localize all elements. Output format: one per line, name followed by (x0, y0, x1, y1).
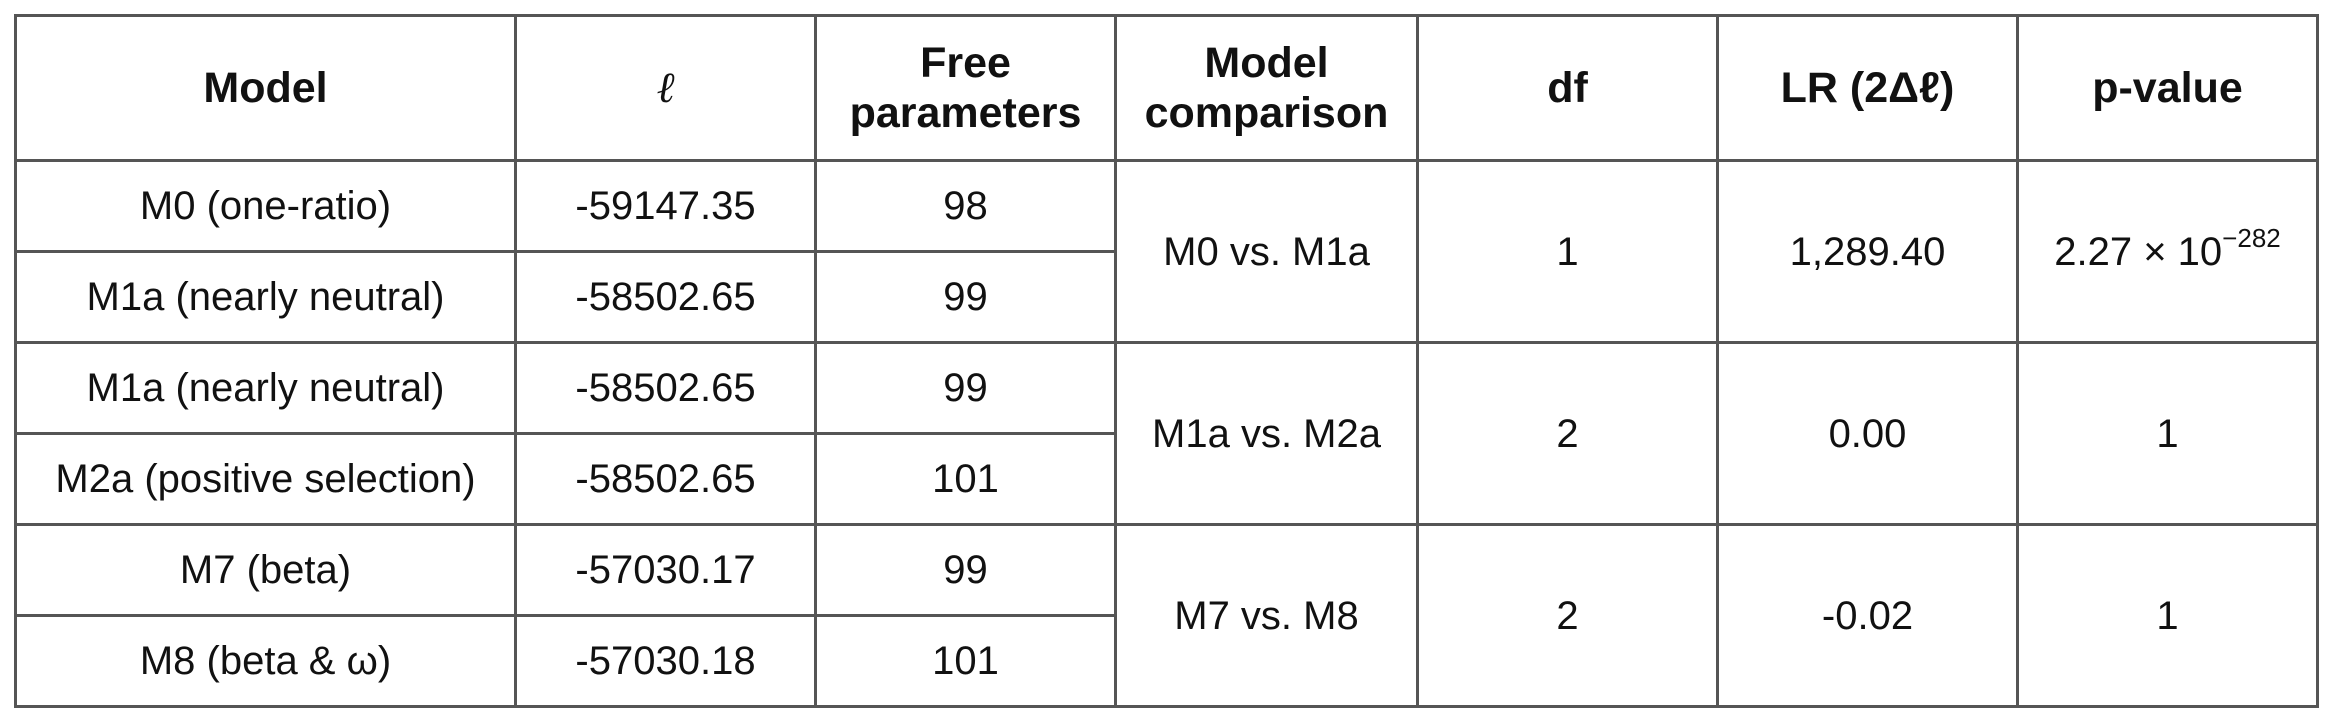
table-row: M7 (beta) -57030.17 99 M7 vs. M8 2 -0.02… (14, 523, 2319, 708)
header-row: Model ℓ Free parameters Model comparison… (14, 14, 2319, 162)
p-value-mantissa: 2.27 × 10 (2054, 229, 2223, 274)
model-cell: M0 (one-ratio) (14, 159, 517, 253)
model-cell: M1a (nearly neutral) (14, 341, 517, 435)
lr-cell: 0.00 (1716, 341, 2019, 526)
loglik-cell: -57030.17 (514, 523, 817, 617)
table-row: M1a (nearly neutral) -58502.65 99 M1a vs… (14, 341, 2319, 526)
header-df: df (1416, 14, 1719, 162)
table-row: M1a (nearly neutral) -58502.65 99 (14, 250, 2318, 344)
header-model: Model (14, 14, 517, 162)
loglik-cell: -58502.65 (514, 250, 817, 344)
header-free-parameters-line-2: parameters (849, 89, 1082, 137)
loglik-cell: -58502.65 (514, 341, 817, 435)
lr-cell: 1,289.40 (1716, 159, 2019, 344)
loglik-cell: -57030.18 (514, 614, 817, 708)
loglik-cell: -58502.65 (514, 432, 817, 526)
params-cell: 98 (814, 159, 1117, 253)
df-cell: 2 (1416, 523, 1719, 708)
header-loglik-label: ℓ (656, 63, 675, 113)
lr-cell: -0.02 (1716, 523, 2019, 708)
model-cell: M2a (positive selection) (14, 432, 517, 526)
p-value-cell: 1 (2016, 341, 2319, 526)
header-model-comparison-line-1: Model (1204, 39, 1329, 87)
p-value-cell: 2.27 × 10−282 (2016, 159, 2319, 344)
table-row: M2a (positive selection) -58502.65 101 (14, 432, 2318, 526)
table-row: M0 (one-ratio) -59147.35 98 M0 vs. M1a 1… (14, 159, 2319, 344)
header-model-comparison-line-2: comparison (1144, 89, 1389, 137)
model-cell: M7 (beta) (14, 523, 517, 617)
model-cell: M8 (beta & ω) (14, 614, 517, 708)
params-cell: 99 (814, 523, 1117, 617)
comparison-cell: M1a vs. M2a (1114, 341, 1419, 526)
params-cell: 99 (814, 250, 1117, 344)
p-value-cell: 1 (2016, 523, 2319, 708)
comparison-cell: M7 vs. M8 (1114, 523, 1419, 708)
p-value-exponent: −282 (2222, 222, 2281, 253)
header-p-value: p-value (2016, 14, 2319, 162)
header-lr: LR (2Δℓ) (1716, 14, 2019, 162)
header-model-comparison: Model comparison (1114, 14, 1419, 162)
model-cell: M1a (nearly neutral) (14, 250, 517, 344)
params-cell: 101 (814, 614, 1117, 708)
df-cell: 1 (1416, 159, 1719, 344)
header-loglik: ℓ (514, 14, 817, 162)
df-cell: 2 (1416, 341, 1719, 526)
model-comparison-table: Model ℓ Free parameters Model comparison… (14, 14, 2319, 708)
header-free-parameters-line-1: Free (920, 39, 1011, 87)
table-row: M8 (beta & ω) -57030.18 101 (14, 614, 2318, 708)
params-cell: 99 (814, 341, 1117, 435)
header-free-parameters: Free parameters (814, 14, 1117, 162)
loglik-cell: -59147.35 (514, 159, 817, 253)
params-cell: 101 (814, 432, 1117, 526)
comparison-cell: M0 vs. M1a (1114, 159, 1419, 344)
